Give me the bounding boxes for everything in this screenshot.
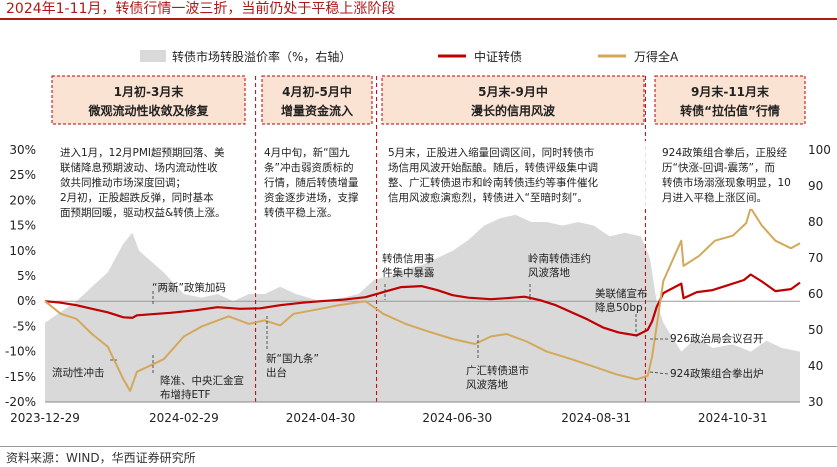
annotation-label: 924政策组合拳出炉 (670, 367, 764, 380)
phase-subtitle: 微观流动性收敛及修复 (87, 103, 209, 118)
series-line (44, 273, 801, 337)
phase-subtitle: 漫长的信用风波 (471, 103, 556, 118)
annotation-label: 广汇转债退市 (466, 364, 529, 377)
phase-box (381, 75, 645, 125)
right-axis-tick: 90 (808, 179, 823, 193)
annotation-label: 转债信用事 (382, 252, 435, 265)
annotation-label: 新“国九条” (266, 352, 319, 365)
left-axis-tick: 10% (9, 244, 36, 258)
left-axis-tick: -15% (5, 370, 36, 384)
left-axis-tick: 30% (9, 143, 36, 157)
x-axis-tick: 2023-12-29 (10, 411, 80, 425)
phase-box (261, 75, 373, 125)
phase-note-line: 2月初，正股超跌反弹，同时基本 (60, 191, 214, 204)
x-axis-tick: 2024-04-30 (286, 411, 356, 425)
annotation-label: “两新”政策加码 (152, 281, 226, 294)
left-axis-tick: 25% (9, 168, 36, 182)
phase-title: 5月末-9月中 (478, 84, 548, 99)
series-line (44, 207, 801, 392)
right-axis-tick: 70 (808, 251, 823, 265)
phase-note-bg (57, 141, 248, 224)
source-rule (0, 446, 837, 447)
annotation-label: 风波落地 (466, 378, 508, 391)
x-axis-tick: 2024-06-30 (422, 411, 492, 425)
phase-note-line: 联储降息预期波动、场内流动性收 (60, 161, 218, 174)
phase-note-line: 敛共同推动市场深度回调； (60, 176, 186, 189)
annotation-label: 风波落地 (528, 266, 570, 279)
annotation-label: 出台 (266, 366, 287, 379)
chart-title: 2024年1-11月，转债行情一波三折，当前仍处于平稳上涨阶段 (6, 1, 396, 17)
premium-area (45, 214, 800, 402)
right-axis-tick: 30 (808, 395, 823, 409)
annotation-label: 流动性冲击 (52, 366, 105, 379)
phase-title: 1月初-3月末 (114, 84, 185, 99)
phase-box (654, 75, 806, 125)
legend-label-csi: 中证转债 (474, 49, 522, 64)
chart-svg: 30% 25% 20% 15% 10% 5% 0% -5% -10% -15% -20% 100 90 8… (5, 49, 831, 425)
phase-note-line: 转债平稳上涨。 (264, 206, 338, 219)
phase-note-line: 进入1月，12月PMI超预期回落、美 (60, 146, 225, 159)
annotation-label: 926政治局会议召开 (670, 332, 764, 345)
phase-subtitle: 转债“拉估值”行情 (680, 103, 780, 118)
right-axis-tick: 50 (808, 323, 823, 337)
left-axis-tick: 15% (9, 219, 36, 233)
left-axis-tick: -5% (13, 319, 36, 333)
phase-box (51, 75, 246, 125)
phase-title: 9月末-11月末 (691, 84, 770, 99)
annotation-label: 岭南转债违约 (528, 252, 591, 265)
source-note: 资料来源：WIND，华西证券研究所 (6, 451, 196, 465)
phase-note-line: 924政策组合拳后，正股经 (662, 146, 788, 159)
left-axis-tick: 0% (17, 294, 36, 308)
annotation-label: 降息50bp (595, 301, 643, 314)
phase-note-line: 场信用风波开始酝酿。随后，转债评级集中调 (388, 161, 598, 174)
annotation-leader (649, 371, 669, 375)
phase-note-line: 条”冲击弱资质标的 (264, 161, 353, 174)
phase-note-line: 转债市场溺涨现象明显，10 (662, 176, 791, 189)
x-axis-tick: 2024-08-31 (561, 411, 631, 425)
title-rule (0, 18, 837, 20)
phase-note-line: 4月中旬，新“国九 (264, 146, 350, 159)
phase-note-line: 面预期回暖，驱动权益&转债上涨。 (60, 206, 226, 219)
annotation-label: 降准、中央汇金宣 (160, 374, 244, 387)
left-axis-tick: 20% (9, 193, 36, 207)
annotation-label: 件集中暴露 (382, 266, 435, 279)
phase-title: 4月初-5月中 (282, 84, 352, 99)
phase-note-bg (659, 141, 805, 209)
left-axis-tick: -10% (5, 345, 36, 359)
legend-label-wind: 万得全A (634, 49, 679, 64)
phase-note-line: 历“快涨-回调-震荡”，而 (662, 162, 775, 174)
legend-swatch-premium (140, 50, 166, 62)
phase-subtitle: 增量资金流入 (281, 103, 353, 118)
left-axis-tick: 5% (17, 269, 36, 283)
phase-note-line: 行情，随后转债增量 (264, 176, 359, 189)
phase-note-line: 资金逐步进场，支撑 (264, 191, 359, 204)
x-axis-tick: 2024-10-31 (698, 411, 768, 425)
phase-note-bg (385, 141, 646, 209)
phase-note-line: 月进入平稳上涨区间。 (662, 191, 767, 204)
x-axis-tick: 2024-02-29 (149, 411, 219, 425)
right-axis-tick: 80 (808, 215, 823, 229)
right-axis-tick: 100 (808, 143, 831, 157)
annotation-label: 布增持ETF (160, 388, 211, 401)
phase-note-line: 整、广汇转债退市和岭南转债违约等事件催化 (388, 176, 598, 189)
right-axis-tick: 60 (808, 287, 823, 301)
annotation-label: 美联储宣布 (595, 287, 648, 300)
phase-note-line: 信用风波愈演愈烈，转债进入“至暗时刻”。 (388, 191, 588, 204)
legend-label-premium: 转债市场转股溢价率（%，右轴） (172, 49, 351, 64)
right-axis-tick: 40 (808, 359, 823, 373)
phase-note-line: 5月末，正股进入缩量回调区间，同时转债市 (388, 146, 594, 159)
left-axis-tick: -20% (5, 395, 36, 409)
phase-note-bg (261, 141, 375, 224)
